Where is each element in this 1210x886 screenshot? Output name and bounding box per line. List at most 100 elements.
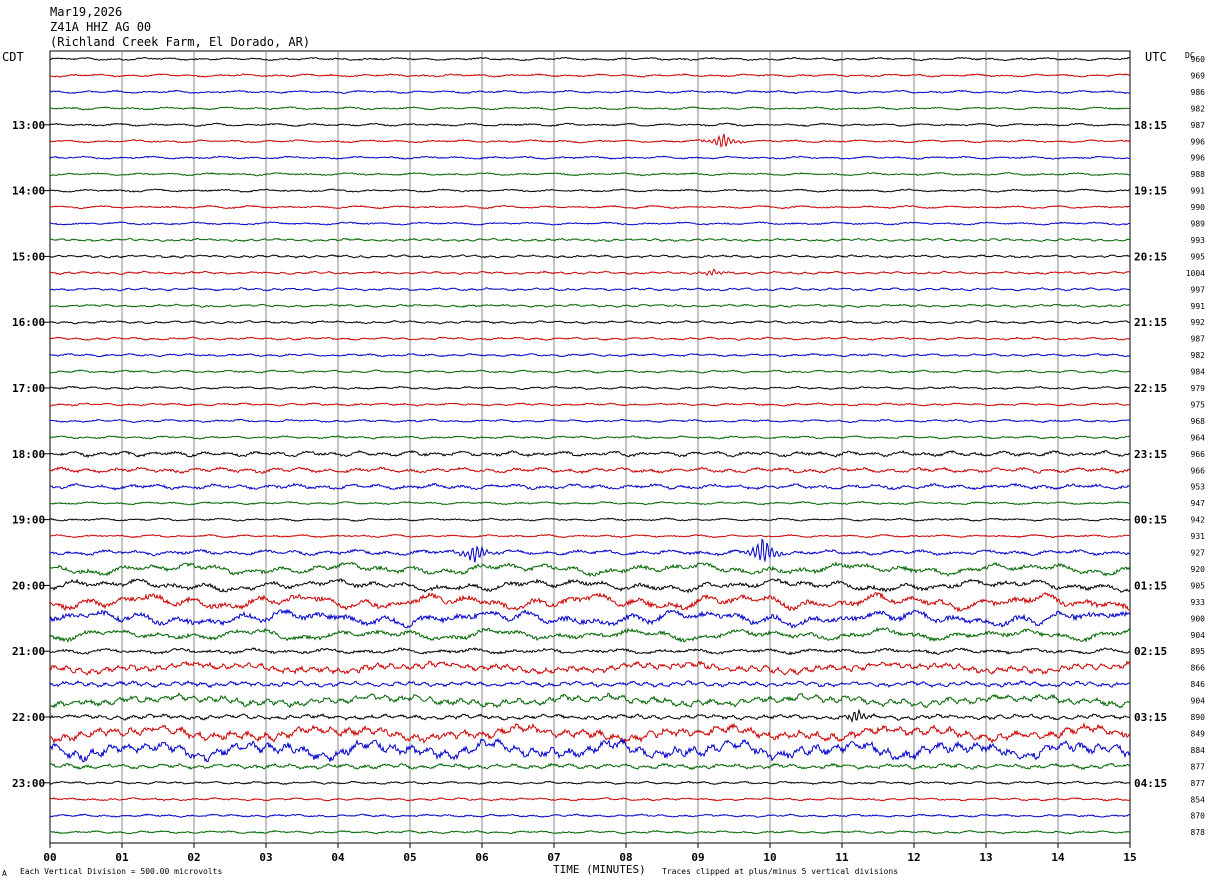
date-label: Mar19,2026 [50,5,122,19]
dc-offset-label: 900 [1191,614,1206,623]
dc-offset-label: 890 [1191,713,1206,722]
dc-offset-label: 969 [1191,71,1206,80]
hour-label-right: 21:15 [1134,316,1167,329]
dc-offset-label: 982 [1191,104,1206,113]
plot-frame [49,50,1131,844]
seismic-trace [49,578,1131,594]
seismic-trace [49,336,1130,341]
seismic-trace [49,762,1131,771]
hour-label-left: 21:00 [12,645,45,658]
hour-label-left: 13:00 [12,119,45,132]
seismic-trace [49,647,1131,656]
seismic-trace [49,561,1131,578]
x-tick-label: 08 [619,851,632,864]
dc-offset-label: 931 [1191,532,1206,541]
dc-column-header: DC [1185,51,1195,60]
seismic-trace [49,385,1131,391]
dc-offset-label: 993 [1191,236,1206,245]
seismic-trace [49,608,1131,630]
seismic-trace [49,449,1131,458]
dc-offset-label: 927 [1191,549,1206,558]
x-tick-label: 13 [979,851,992,864]
x-tick-label: 01 [115,851,129,864]
hour-label-right: 02:15 [1134,645,1167,658]
dc-offset-label: 870 [1191,812,1206,821]
dc-offset-label: 996 [1191,137,1206,146]
dc-offset-label: 966 [1191,466,1206,475]
dc-offset-label: 920 [1191,565,1206,574]
hour-label-left: 22:00 [12,711,45,724]
seismic-trace [49,660,1131,676]
seismic-trace [49,106,1131,111]
hour-label-right: 20:15 [1134,250,1167,263]
dc-offset-label: 996 [1191,154,1206,163]
seismic-trace [49,721,1131,745]
dc-offset-label: 992 [1191,318,1206,327]
dc-offset-label: 979 [1191,384,1206,393]
clip-note: Traces clipped at plus/minus 5 vertical … [662,867,898,876]
left-timezone-label: CDT [2,50,24,64]
seismic-trace [49,369,1131,374]
seismic-trace [49,708,1131,724]
seismic-trace [49,500,1131,506]
dc-offset-label: 991 [1191,187,1206,196]
seismic-trace [49,466,1131,475]
dc-offset-label: 968 [1191,417,1206,426]
dc-offset-label: 984 [1191,368,1206,377]
seismic-trace [49,533,1131,539]
seismic-trace [49,517,1131,522]
seismic-trace [49,692,1131,709]
seismic-trace [50,254,1131,259]
seismic-trace [49,89,1131,95]
hour-label-right: 19:15 [1134,185,1167,198]
x-tick-label: 02 [187,851,200,864]
seismic-trace [49,268,1131,277]
seismic-trace [49,221,1131,226]
seismic-trace [49,538,1131,563]
dc-offset-label: 904 [1191,631,1206,640]
x-tick-label: 07 [547,851,560,864]
dc-offset-label: 884 [1191,746,1206,755]
hour-label-left: 15:00 [12,250,45,263]
dc-offset-label: 895 [1191,647,1206,656]
dc-offset-label: 933 [1191,598,1206,607]
hour-label-left: 19:00 [12,514,45,527]
dc-offset-label: 986 [1191,88,1206,97]
hour-label-right: 03:15 [1134,711,1167,724]
dc-offset-label: 988 [1191,170,1206,179]
x-tick-label: 10 [763,851,776,864]
seismic-trace [49,591,1131,613]
hour-label-right: 23:15 [1134,448,1167,461]
plot-grid [44,50,1131,848]
seismic-trace [49,627,1131,643]
x-tick-label: 04 [331,851,345,864]
label-group: 00 01 02 03 04 05 06 07 08 09 10 11 12 13 14 15 960 969 98… [12,55,1205,864]
seismic-trace [49,133,1131,148]
seismic-trace [49,352,1131,358]
hour-label-right: 18:15 [1134,119,1167,132]
dc-offset-label: 866 [1191,664,1206,673]
seismic-trace [49,237,1131,243]
dc-offset-label: 975 [1191,400,1206,409]
seismic-trace [50,829,1131,835]
dc-offset-label: 982 [1191,351,1206,360]
dc-offset-label: 991 [1191,302,1206,311]
location-label: (Richland Creek Farm, El Dorado, AR) [50,35,310,49]
dc-offset-label: 904 [1191,697,1206,706]
seismic-trace [49,122,1131,127]
dc-offset-label: 849 [1191,729,1206,738]
x-tick-label: 11 [835,851,849,864]
seismic-trace [49,402,1131,407]
x-axis-title: TIME (MINUTES) [553,863,646,876]
hour-label-left: 17:00 [12,382,45,395]
dc-offset-label: 960 [1191,55,1206,64]
x-tick-label: 15 [1123,851,1136,864]
hour-label-right: 04:15 [1134,777,1167,790]
dc-offset-label: 878 [1191,828,1206,837]
dc-offset-label: 854 [1191,795,1206,804]
seismic-trace [50,813,1131,818]
hour-label-right: 00:15 [1134,514,1167,527]
hour-label-right: 22:15 [1134,382,1167,395]
x-tick-label: 00 [43,851,56,864]
hour-label-left: 20:00 [12,579,45,592]
